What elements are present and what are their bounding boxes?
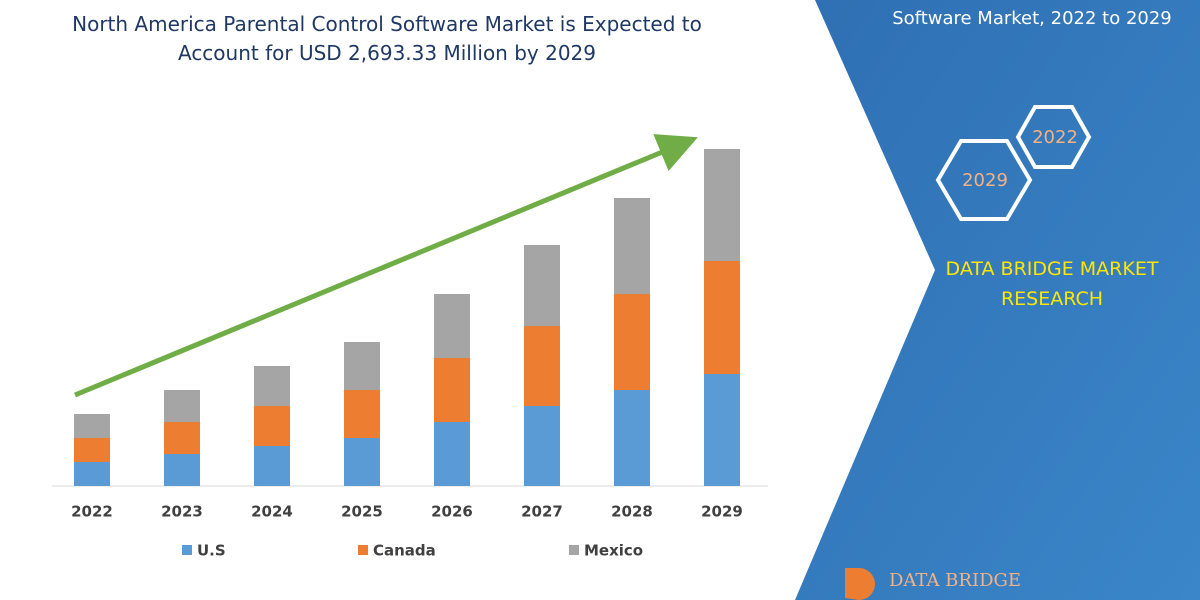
bar-segment bbox=[524, 326, 560, 406]
legend-swatch bbox=[358, 545, 368, 555]
bar-segment bbox=[434, 358, 470, 422]
legend-label: Canada bbox=[373, 542, 436, 560]
x-tick-label: 2027 bbox=[521, 503, 563, 521]
bar-segment bbox=[74, 438, 110, 462]
bar-segment bbox=[614, 198, 650, 294]
legend-label: Mexico bbox=[584, 542, 643, 560]
bar-segment bbox=[704, 149, 740, 261]
bar-segment bbox=[164, 422, 200, 454]
x-tick-label: 2022 bbox=[71, 503, 113, 521]
bar-segment bbox=[254, 406, 290, 446]
legend-label: U.S bbox=[197, 542, 226, 560]
panel-subtitle: Software Market, 2022 to 2029 bbox=[892, 8, 1172, 29]
bar-segment bbox=[704, 374, 740, 486]
x-tick-label: 2028 bbox=[611, 503, 653, 521]
bar-segment bbox=[614, 294, 650, 390]
bar-segment bbox=[164, 390, 200, 422]
logo-icon bbox=[845, 568, 875, 600]
bar-segment bbox=[254, 446, 290, 486]
bar-segment bbox=[74, 414, 110, 438]
x-tick-label: 2029 bbox=[701, 503, 743, 521]
x-tick-label: 2025 bbox=[341, 503, 383, 521]
bar-segment bbox=[344, 438, 380, 486]
logo-text: DATA BRIDGE bbox=[889, 570, 1021, 591]
hexagon bbox=[1015, 105, 1092, 169]
bar-segment bbox=[164, 454, 200, 486]
hexagon-label: 2029 bbox=[962, 170, 1008, 191]
bar-segment bbox=[254, 366, 290, 406]
side-panel bbox=[795, 0, 1200, 600]
legend-swatch bbox=[569, 545, 579, 555]
bar-segment bbox=[524, 245, 560, 326]
x-tick-label: 2024 bbox=[251, 503, 293, 521]
bar-segment bbox=[614, 390, 650, 486]
hexagon bbox=[935, 139, 1033, 221]
bar-segment bbox=[704, 261, 740, 374]
chart-title: North America Parental Control Software … bbox=[72, 12, 702, 65]
x-tick-label: 2026 bbox=[431, 503, 473, 521]
brand: DATA BRIDGE MARKET RESEARCH bbox=[945, 258, 1159, 310]
legend-swatch bbox=[182, 545, 192, 555]
hexagon-label: 2022 bbox=[1032, 127, 1078, 148]
bar-segment bbox=[434, 294, 470, 358]
x-tick-label: 2023 bbox=[161, 503, 203, 521]
bar-segment bbox=[434, 422, 470, 486]
bar-segment bbox=[524, 406, 560, 486]
bar-segment bbox=[74, 462, 110, 486]
bar-segment bbox=[344, 342, 380, 390]
trend-arrow bbox=[74, 134, 698, 398]
bar-segment bbox=[344, 390, 380, 438]
